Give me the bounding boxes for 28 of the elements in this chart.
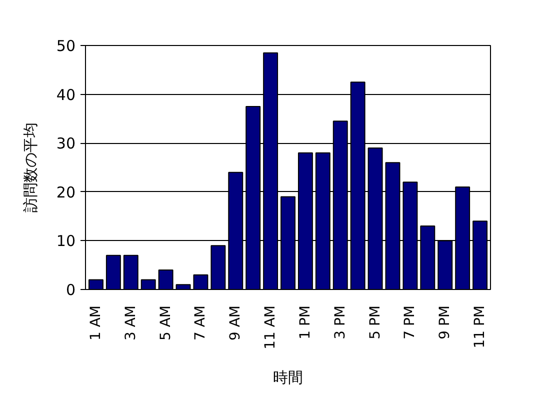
x-tick-label: 3 AM (122, 306, 139, 341)
x-tick-label: 5 AM (158, 306, 174, 341)
bar (193, 274, 208, 290)
bar (176, 284, 191, 290)
y-tick-label: 50 (56, 37, 76, 55)
y-tick-label: 30 (56, 134, 76, 153)
x-axis-title: 時間 (273, 368, 303, 386)
bar (158, 269, 174, 290)
bar (210, 245, 226, 290)
y-tick-label: 0 (66, 281, 76, 299)
x-tick-label: 7 PM (402, 305, 418, 340)
bar (140, 279, 156, 290)
bar (106, 254, 121, 290)
x-tick-label: 9 PM (437, 305, 454, 340)
x-tick-label: 11 PM (472, 305, 488, 348)
x-tick-label: 1 PM (297, 305, 314, 340)
y-tick-label: 20 (56, 183, 76, 202)
x-tick-label: 11 AM (262, 306, 279, 350)
x-tick-label: 9 AM (228, 306, 244, 341)
y-tick-label: 40 (56, 86, 76, 104)
x-tick-label: 1 AM (88, 306, 104, 341)
bar (88, 279, 104, 290)
y-axis-title: 訪問数の平均 (21, 122, 40, 212)
x-tick-label: 3 PM (332, 305, 348, 340)
bar (123, 254, 138, 290)
y-tick-label: 10 (56, 232, 76, 250)
x-tick-label: 7 AM (192, 306, 209, 341)
x-tick-label: 5 PM (367, 305, 384, 340)
